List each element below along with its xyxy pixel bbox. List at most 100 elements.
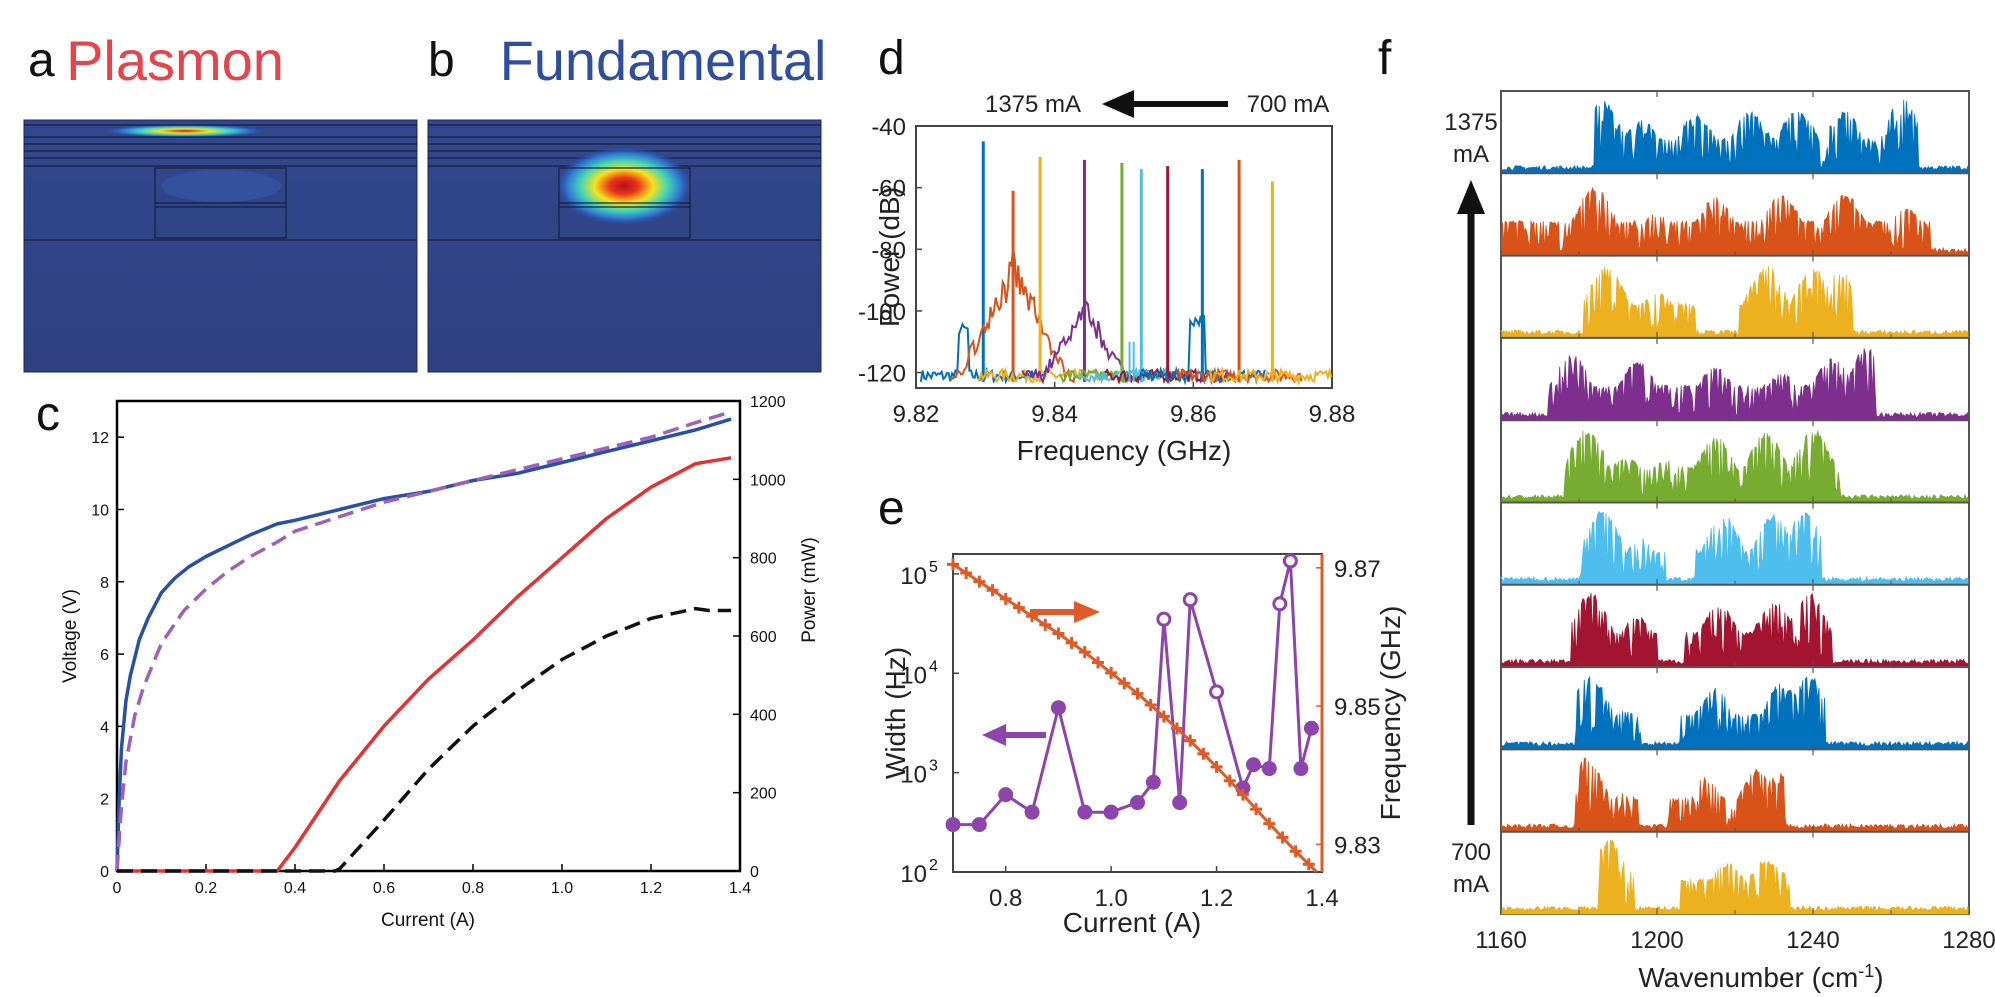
- c-xlabel: Current (A): [381, 910, 475, 931]
- c-xtick-label: 0.2: [195, 880, 217, 897]
- c-xtick-label: 0.6: [373, 880, 395, 897]
- d-xlabel: Frequency (GHz): [1017, 435, 1232, 466]
- c-ytick-label: 0: [100, 864, 109, 881]
- e-frequency-point: [1236, 788, 1249, 801]
- f-spectrum-trace: [1500, 839, 1970, 915]
- e-ylabel: Width (Hz): [880, 647, 911, 779]
- c-series-voltage-fit: [115, 410, 732, 872]
- e-frequency-point: [1091, 656, 1104, 669]
- panel-a: a Plasmon: [23, 29, 418, 373]
- e-frequency-point: [1157, 710, 1170, 723]
- c-ytick-label: 2: [100, 792, 109, 809]
- e-width-point: [971, 817, 987, 833]
- plasmon-field-glow: [161, 170, 281, 202]
- f-spectrum-trace: [1500, 99, 1970, 174]
- d-noise-trace: [1209, 366, 1333, 386]
- f-xlabel: Wavenumber (cm-1): [1638, 961, 1883, 993]
- e-width-axis-arrow: [982, 724, 1046, 746]
- c-y2tick-label: 800: [750, 551, 777, 568]
- panel-label-b: b: [428, 34, 455, 87]
- e-frequency-point: [1302, 858, 1315, 871]
- e-frequency-point: [999, 592, 1012, 605]
- e-frequency-point: [1131, 687, 1144, 700]
- e-width-point: [1172, 795, 1188, 811]
- e-width-point: [1293, 761, 1309, 777]
- e-frequency-point: [1039, 618, 1052, 631]
- e-y2tick-label: 9.85: [1334, 694, 1381, 721]
- d-arrow-label-left: 1375 mA: [985, 91, 1081, 118]
- c-ytick-label: 12: [91, 430, 109, 447]
- f-spectrum-trace: [1500, 430, 1970, 503]
- f-current-arrow: [1457, 180, 1485, 825]
- e-ytick-exponent: 3: [929, 758, 938, 775]
- f-top-label-unit: mA: [1453, 141, 1489, 168]
- plasmon-mode-field: [23, 119, 418, 373]
- d-current-arrow: [1102, 90, 1228, 118]
- e-frequency-point: [1118, 677, 1131, 690]
- e-xtick-label: 0.8: [989, 885, 1022, 912]
- c-plot-frame: [115, 399, 742, 873]
- e-ytick-exponent: 5: [929, 559, 938, 576]
- e-ytick-label: 10: [900, 662, 927, 689]
- f-spectrum-trace: [1500, 757, 1970, 833]
- f-spectrum-trace: [1500, 592, 1970, 668]
- f-spectrum-trace: [1500, 186, 1970, 257]
- f-xtick-label: 1280: [1942, 927, 1995, 954]
- e-width-point: [1282, 553, 1298, 569]
- e-width-point: [1261, 761, 1277, 777]
- c-series-voltage: [115, 417, 732, 872]
- e-y2tick-label: 9.83: [1334, 832, 1381, 859]
- e-ytick-label: 10: [900, 563, 927, 590]
- plasmon-field-hotspot: [100, 124, 270, 138]
- c-ytick-label: 8: [100, 575, 109, 592]
- fundamental-title: Fundamental: [500, 29, 827, 92]
- e-frequency-point: [1263, 817, 1276, 830]
- f-marks: 1160 1200 1240 1280: [1475, 90, 1995, 954]
- e-frequency-point: [960, 567, 973, 580]
- panel-b: b Fundamental: [427, 29, 827, 373]
- e-frequency-point: [1078, 646, 1091, 659]
- d-ytick-label: -80: [871, 237, 906, 264]
- e-frequency-point: [1223, 774, 1236, 787]
- c-y2tick-label: 400: [750, 707, 777, 724]
- f-xtick-label: 1160: [1475, 927, 1527, 954]
- f-xtick-label: 1200: [1630, 927, 1683, 954]
- c-xtick-label: 1.4: [729, 880, 751, 897]
- e-frequency-point: [1052, 627, 1065, 640]
- d-ytick-label: -40: [871, 114, 906, 141]
- e-y2tick-label: 9.87: [1334, 556, 1381, 583]
- d-xtick-label: 9.84: [1031, 401, 1078, 428]
- c-ytick-label: 10: [91, 502, 109, 519]
- c-y2tick-label: 1000: [750, 472, 786, 489]
- e-frequency-point: [1184, 734, 1197, 747]
- d-marks: 9.82 9.84 9.86 9.88 -40 -60 -80 -100 -120: [858, 114, 1355, 428]
- fundamental-field-hotspot: [554, 146, 694, 226]
- e-width-point: [1182, 592, 1198, 608]
- e-width-point: [1050, 700, 1066, 716]
- c-xtick-label: 0.8: [462, 880, 484, 897]
- panel-label-f: f: [1378, 32, 1392, 85]
- d-arrow-label-right: 700 mA: [1247, 91, 1330, 118]
- c-ytick-label: 6: [100, 647, 109, 664]
- e-width-point: [1077, 804, 1093, 820]
- d-xtick-label: 9.86: [1170, 401, 1217, 428]
- e-frequency-point: [1171, 722, 1184, 735]
- e-frequency-point: [1012, 601, 1025, 614]
- panel-d: d 1375 mA 700 mA 9.82 9.84 9.86 9.88 -40 -60 -…: [858, 32, 1355, 466]
- panel-label-c: c: [36, 388, 60, 441]
- d-xtick-label: 9.82: [893, 401, 940, 428]
- e-frequency-point: [986, 584, 999, 597]
- panel-label-a: a: [28, 34, 55, 87]
- c-marks: 0 0.2 0.4 0.6 0.8 1.0 1.2 1.4024681012020040060…: [91, 394, 785, 897]
- e-frequency-point: [1065, 636, 1078, 649]
- e-frequency-axis-arrow: [1030, 601, 1100, 623]
- e-width-point: [1156, 611, 1172, 627]
- panel-label-e: e: [878, 482, 905, 535]
- e-xtick-label: 1.0: [1094, 885, 1127, 912]
- f-bottom-label-unit: mA: [1453, 871, 1489, 898]
- e-ytick-exponent: 4: [929, 658, 938, 675]
- f-spectrum-trace: [1500, 675, 1970, 750]
